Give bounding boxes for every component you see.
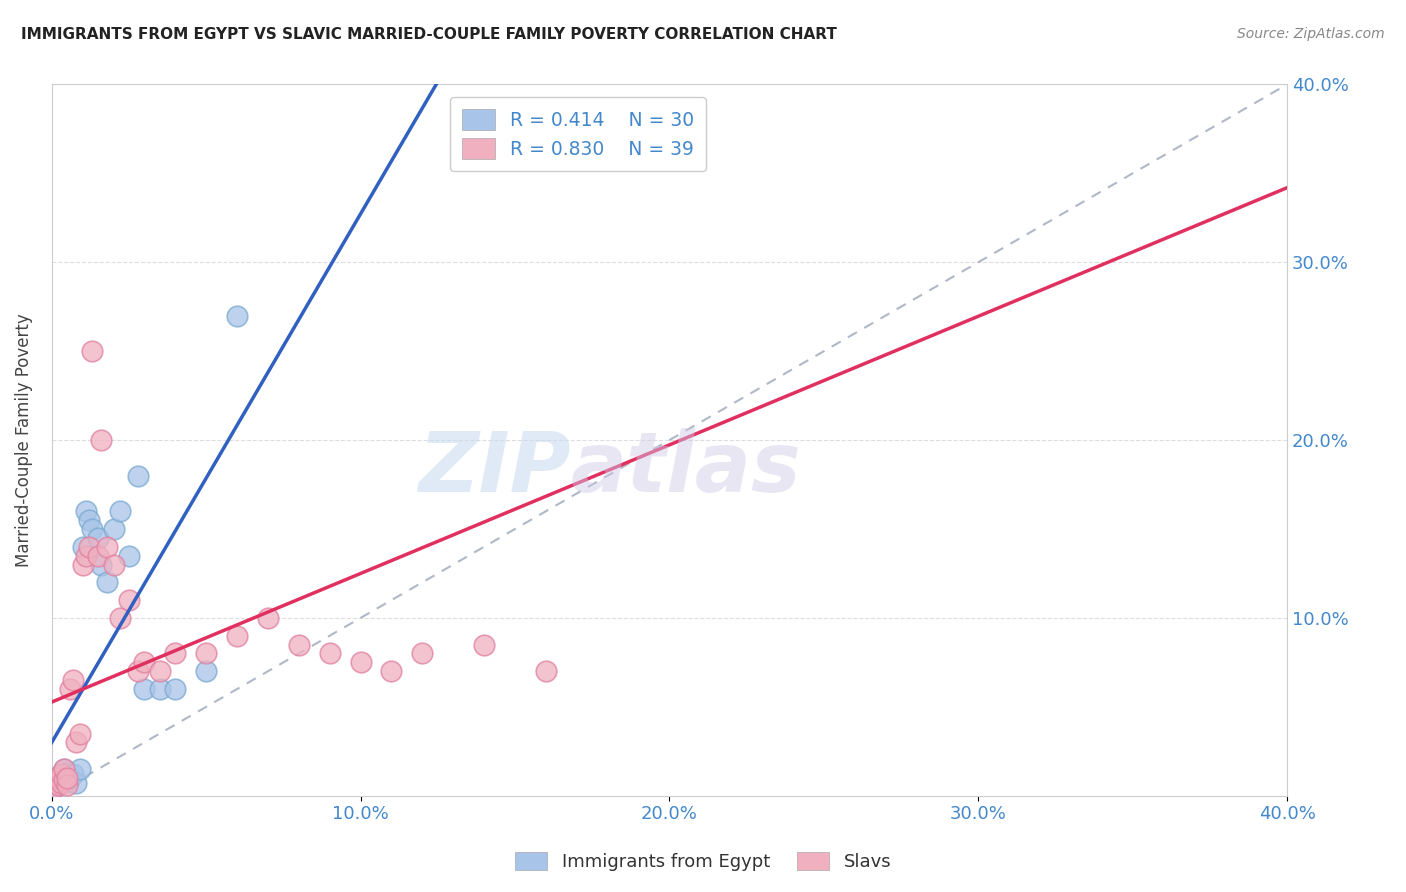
Point <box>56 771 79 785</box>
Point <box>49 767 72 781</box>
Point <box>69 726 91 740</box>
Point <box>80 344 103 359</box>
Point <box>534 665 557 679</box>
Point <box>149 681 172 696</box>
Point <box>349 656 371 670</box>
Point <box>257 611 280 625</box>
Point <box>62 767 84 781</box>
Point <box>96 540 118 554</box>
Point <box>127 468 149 483</box>
Point <box>103 558 125 572</box>
Point <box>195 647 218 661</box>
Point <box>127 665 149 679</box>
Point <box>108 611 131 625</box>
Point <box>56 778 79 792</box>
Point <box>472 638 495 652</box>
Point <box>44 774 66 789</box>
Text: ZIP: ZIP <box>418 428 571 509</box>
Point <box>69 762 91 776</box>
Point <box>46 771 69 785</box>
Point <box>77 540 100 554</box>
Point <box>77 513 100 527</box>
Point <box>49 767 72 781</box>
Point <box>75 504 97 518</box>
Point <box>87 549 110 563</box>
Point <box>59 771 82 785</box>
Point <box>75 549 97 563</box>
Point <box>118 593 141 607</box>
Point <box>46 778 69 792</box>
Point <box>62 673 84 688</box>
Legend: Immigrants from Egypt, Slavs: Immigrants from Egypt, Slavs <box>508 845 898 879</box>
Point <box>226 629 249 643</box>
Point <box>53 762 76 776</box>
Point <box>134 656 156 670</box>
Point <box>108 504 131 518</box>
Point <box>103 522 125 536</box>
Point <box>49 776 72 790</box>
Point <box>59 681 82 696</box>
Point <box>53 772 76 787</box>
Point <box>46 778 69 792</box>
Point <box>46 771 69 785</box>
Point <box>49 776 72 790</box>
Point <box>53 772 76 787</box>
Y-axis label: Married-Couple Family Poverty: Married-Couple Family Poverty <box>15 313 32 567</box>
Point <box>96 575 118 590</box>
Point <box>149 665 172 679</box>
Point <box>44 774 66 789</box>
Point <box>65 776 87 790</box>
Point <box>87 531 110 545</box>
Point <box>65 735 87 749</box>
Point <box>1184 24 1206 38</box>
Point <box>165 681 187 696</box>
Point <box>53 762 76 776</box>
Point <box>44 780 66 794</box>
Text: atlas: atlas <box>571 428 801 509</box>
Point <box>44 780 66 794</box>
Point <box>195 665 218 679</box>
Point <box>165 647 187 661</box>
Point <box>90 558 112 572</box>
Text: Source: ZipAtlas.com: Source: ZipAtlas.com <box>1237 27 1385 41</box>
Point <box>411 647 433 661</box>
Point <box>56 765 79 780</box>
Point <box>118 549 141 563</box>
Point <box>318 647 340 661</box>
Point <box>72 540 94 554</box>
Point <box>134 681 156 696</box>
Point <box>226 309 249 323</box>
Text: IMMIGRANTS FROM EGYPT VS SLAVIC MARRIED-COUPLE FAMILY POVERTY CORRELATION CHART: IMMIGRANTS FROM EGYPT VS SLAVIC MARRIED-… <box>21 27 837 42</box>
Point <box>80 522 103 536</box>
Point <box>288 638 311 652</box>
Point <box>380 665 402 679</box>
Point <box>56 774 79 789</box>
Point <box>72 558 94 572</box>
Point <box>90 433 112 447</box>
Legend: R = 0.414    N = 30, R = 0.830    N = 39: R = 0.414 N = 30, R = 0.830 N = 39 <box>450 97 706 170</box>
